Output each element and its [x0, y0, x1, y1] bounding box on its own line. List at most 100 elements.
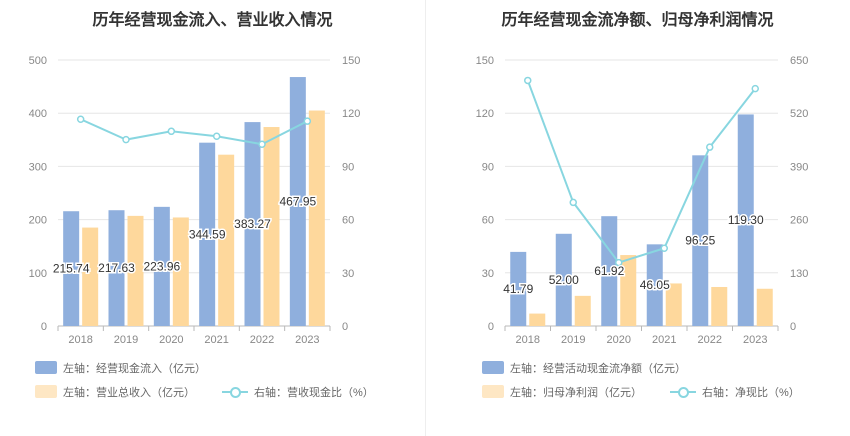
data-label: 344.59 — [189, 227, 226, 241]
bar-secondary — [82, 227, 99, 326]
y-left-tick-label: 150 — [476, 55, 494, 67]
data-label: 41.79 — [503, 282, 533, 296]
bar-primary — [737, 114, 754, 326]
line-point — [167, 127, 176, 136]
data-label: 215.74 — [53, 262, 90, 276]
y-right-tick-label: 650 — [790, 55, 808, 67]
bar-primary — [63, 211, 80, 326]
bar-secondary — [172, 217, 189, 326]
bar-primary — [153, 206, 170, 326]
bar-secondary — [529, 313, 546, 326]
y-left-tick-label: 0 — [41, 321, 47, 333]
ratio-line — [526, 80, 757, 264]
x-tick-label: 2020 — [607, 334, 631, 346]
bar-primary — [646, 244, 663, 326]
line-point — [524, 76, 532, 85]
line-point — [706, 143, 714, 151]
bar-secondary — [665, 283, 682, 326]
y-left-tick-label: 30 — [482, 268, 494, 280]
x-tick-label: 2021 — [204, 334, 228, 346]
bar-secondary — [620, 255, 637, 326]
chart-title: 历年经营现金流净额、归母净利润情况 — [501, 12, 774, 29]
y-left-tick-label: 300 — [29, 161, 47, 173]
line-point — [660, 244, 668, 252]
data-label: 467.95 — [279, 195, 316, 209]
legend-line-icon — [670, 385, 696, 398]
y-right-tick-label: 0 — [342, 321, 348, 333]
bar-primary — [692, 155, 709, 326]
legend-swatch — [35, 361, 57, 374]
legend-label: 左轴：经营现金流入（亿元） — [63, 363, 206, 375]
x-tick-label: 2019 — [114, 334, 138, 346]
y-left-tick-label: 400 — [29, 108, 47, 120]
legend-item[interactable]: 右轴：净现比（%） — [670, 384, 800, 400]
chart-panel-net-cash: 历年经营现金流净额、归母净利润情况 0 30 60 90 120 150 0 130 260 39… — [425, 0, 850, 436]
y-left-tick-label: 120 — [476, 108, 494, 120]
data-label: 96.25 — [685, 234, 715, 248]
line-point — [212, 132, 221, 141]
data-label: 52.00 — [549, 273, 579, 287]
legend-item[interactable]: 右轴：营收现金比（%） — [222, 384, 374, 400]
chart-panel-cash-inflow: 历年经营现金流入、营业收入情况 0 100 200 300 400 500 0 30 60 90 1… — [29, 12, 374, 400]
chart-svg: 0 30 60 90 120 150 0 130 260 390 520 650 2018 2019 202… — [476, 55, 809, 346]
x-tick-label: 2023 — [295, 334, 319, 346]
x-tick-label: 2022 — [698, 334, 722, 346]
bar-secondary — [711, 286, 728, 326]
x-tick-label: 2023 — [743, 334, 767, 346]
line-point — [751, 84, 759, 93]
legend-line-icon — [222, 385, 248, 398]
line-point — [303, 117, 312, 125]
y-left-tick-label: 60 — [482, 215, 494, 227]
legend-label: 左轴：营业总收入（亿元） — [63, 387, 195, 399]
data-label: 383.27 — [234, 217, 271, 231]
legend-item[interactable]: 左轴：营业总收入（亿元） — [35, 384, 195, 400]
legend-label: 右轴：营收现金比（%） — [254, 387, 374, 399]
bar-primary — [199, 142, 216, 326]
x-tick-label: 2021 — [652, 334, 676, 346]
data-label: 46.05 — [640, 278, 670, 292]
ratio-line — [80, 118, 308, 146]
bar-secondary — [574, 295, 591, 326]
x-tick-label: 2022 — [250, 334, 274, 346]
x-tick-label: 2019 — [561, 334, 585, 346]
bar-secondary — [263, 127, 280, 326]
y-right-tick-label: 130 — [790, 268, 808, 280]
legend-swatch — [35, 385, 57, 398]
y-right-tick-label: 90 — [342, 161, 354, 173]
y-right-tick-label: 260 — [790, 215, 808, 227]
bar-primary — [555, 233, 572, 326]
y-left-tick-label: 0 — [488, 321, 494, 333]
bar-secondary — [127, 215, 144, 326]
bar-primary — [289, 77, 306, 326]
legend-item[interactable]: 左轴：经营现金流入（亿元） — [35, 360, 206, 376]
bar-primary — [510, 251, 527, 326]
chart-title: 历年经营现金流入、营业收入情况 — [92, 12, 333, 29]
bar-secondary — [756, 288, 773, 326]
legend-item[interactable]: 左轴：归母净利润（亿元） — [482, 384, 642, 400]
y-right-tick-label: 150 — [342, 55, 360, 67]
chart-svg: 0 100 200 300 400 500 0 30 60 90 120 150 2018 2019 202… — [29, 55, 361, 346]
line-point — [258, 140, 266, 148]
bar-primary — [108, 210, 125, 326]
legend-label: 左轴：归母净利润（亿元） — [510, 387, 642, 399]
x-tick-label: 2020 — [159, 334, 183, 346]
legend-swatch — [482, 361, 504, 374]
y-left-tick-label: 200 — [29, 215, 47, 227]
y-left-tick-label: 500 — [29, 55, 47, 67]
y-right-tick-label: 120 — [342, 108, 360, 120]
legend-swatch — [482, 385, 504, 398]
data-label: 119.30 — [728, 213, 764, 227]
line-point — [122, 135, 130, 144]
line-point — [569, 198, 577, 207]
y-left-tick-label: 90 — [482, 161, 494, 173]
legend-label: 左轴：经营活动现金流净额（亿元） — [510, 363, 686, 375]
data-label: 217.63 — [98, 261, 135, 275]
y-left-tick-label: 100 — [29, 268, 47, 280]
y-right-tick-label: 390 — [790, 161, 808, 173]
line-point — [615, 258, 623, 267]
x-tick-label: 2018 — [516, 334, 540, 346]
legend-item[interactable]: 左轴：经营活动现金流净额（亿元） — [482, 360, 686, 376]
y-right-tick-label: 60 — [342, 215, 354, 227]
bar-secondary — [308, 110, 325, 326]
y-right-tick-label: 520 — [790, 108, 808, 120]
